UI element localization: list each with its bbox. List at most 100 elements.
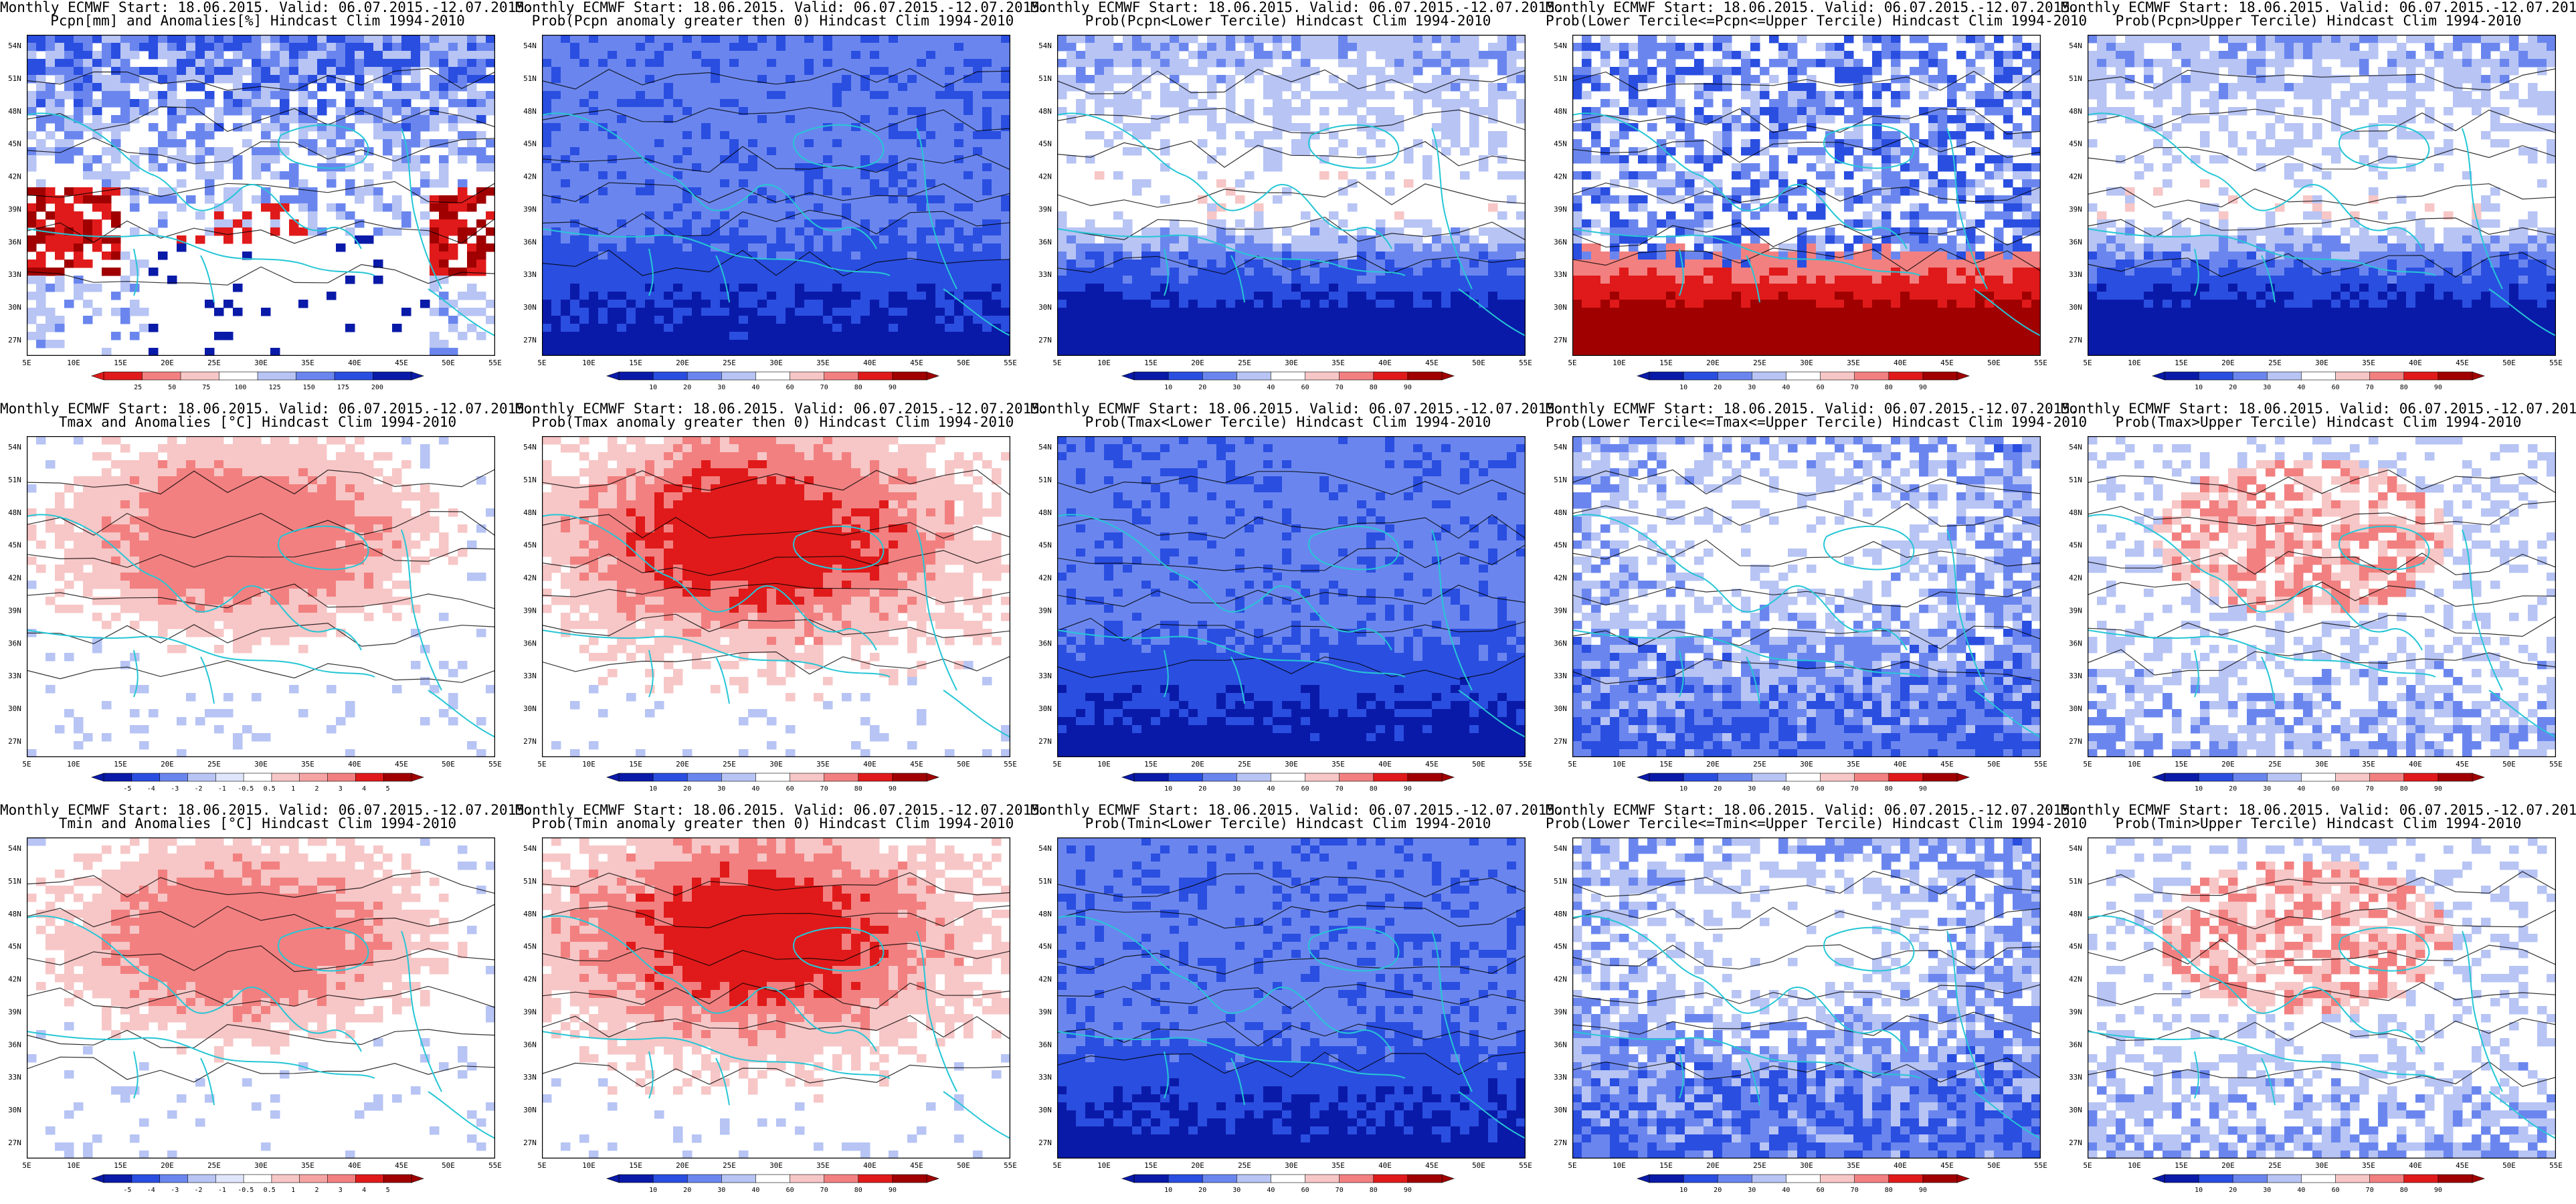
colorbar-tick-label: 10	[2195, 1187, 2203, 1194]
colorbar-swatch	[2335, 1174, 2371, 1183]
colorbar-tick-label: 80	[1885, 1187, 1893, 1194]
lon-tick-label: 15E	[1144, 359, 1158, 367]
colorbar-tick-label: 1	[291, 785, 295, 793]
colorbar-tick-label: 2	[314, 1187, 318, 1194]
lat-tick-label: 33N	[523, 270, 537, 279]
colorbar-swatch	[1717, 773, 1753, 782]
lat-tick-label: 42N	[1554, 173, 1567, 181]
colorbar-tick-label: 10	[649, 1187, 657, 1194]
lon-tick-label: 25E	[207, 1161, 221, 1170]
colorbar-tick-label: -5	[123, 1187, 131, 1194]
colorbar-swatch	[721, 773, 757, 782]
lat-tick-label: 42N	[523, 173, 537, 181]
colorbar-tick-label: 60	[1301, 785, 1309, 793]
colorbar-tick-label: 3	[339, 785, 343, 793]
lon-tick-label: 50E	[1472, 1161, 1485, 1170]
colorbar-swatch	[355, 1174, 385, 1183]
lon-tick-label: 20E	[161, 359, 174, 367]
lat-tick-label: 48N	[1038, 910, 1052, 918]
colorbar-tick-label: 90	[2434, 384, 2442, 391]
lon-tick-label: 5E	[2083, 1161, 2092, 1170]
lat-tick-label: 48N	[2069, 107, 2082, 116]
colorbar-tick-label: 200	[371, 384, 383, 391]
colorbar-swatch	[131, 1174, 161, 1183]
lon-tick-label: 30E	[1285, 760, 1298, 769]
lat-tick-label: 54N	[1038, 41, 1052, 50]
panel-title-line1: Monthly ECMWF Start: 18.06.2015. Valid: …	[0, 401, 533, 416]
lon-tick-label: 45E	[395, 359, 408, 367]
colorbar-swatch	[2301, 773, 2336, 782]
lat-tick-label: 36N	[523, 639, 537, 647]
colorbar-swatch	[2198, 371, 2234, 381]
colorbar-swatch	[1305, 371, 1340, 381]
lon-tick-label: 40E	[348, 1161, 361, 1170]
lat-tick-label: 51N	[523, 74, 537, 83]
colorbar-swatch	[271, 1174, 300, 1183]
colorbar-swatch	[721, 1174, 757, 1183]
colorbar-swatch	[858, 371, 893, 381]
colorbar-tick-label: 175	[337, 384, 349, 391]
colorbar-tick-label: 30	[717, 785, 725, 793]
lon-tick-label: 45E	[1425, 359, 1439, 367]
colorbar-tick-label: 80	[1885, 384, 1893, 391]
lat-tick-label: 51N	[1554, 74, 1567, 83]
colorbar-tick-label: 150	[303, 384, 315, 391]
colorbar-tick-label: 2	[314, 785, 318, 793]
map-panel-tmin-mid: Monthly ECMWF Start: 18.06.2015. Valid: …	[1546, 803, 2087, 1204]
lat-tick-label: 30N	[523, 303, 537, 312]
colorbar-swatch	[1407, 773, 1443, 782]
colorbar-swatch	[1922, 1174, 1958, 1183]
colorbar-swatch	[1888, 371, 1924, 381]
lat-tick-label: 33N	[1038, 672, 1052, 680]
colorbar-tick-label: -4	[147, 785, 155, 793]
colorbar-swatch	[2369, 773, 2405, 782]
colorbar-swatch	[686, 1174, 723, 1183]
lat-tick-label: 30N	[1038, 1106, 1052, 1114]
colorbar-swatch	[1717, 371, 1753, 381]
colorbar-tick-label: 30	[1748, 384, 1756, 391]
lon-tick-label: 20E	[676, 359, 689, 367]
colorbar-tick-label: 70	[1336, 1187, 1344, 1194]
lat-tick-label: 51N	[1038, 877, 1052, 886]
colorbar-swatch	[755, 773, 791, 782]
lat-tick-label: 45N	[1038, 942, 1052, 951]
lat-tick-label: 30N	[8, 1106, 21, 1114]
colorbar-tick-label: 20	[2229, 384, 2237, 391]
colorbar-swatch	[1236, 371, 1272, 381]
panel-title-line1: Monthly ECMWF Start: 18.06.2015. Valid: …	[515, 0, 1048, 15]
panel-title-line2: Prob(Lower Tercile<=Pcpn<=Upper Tercile)…	[1546, 13, 2087, 28]
panel-title-line2: Prob(Tmin<Lower Tercile) Hindcast Clim 1…	[1030, 816, 1546, 831]
lon-tick-label: 40E	[1378, 359, 1392, 367]
colorbar-tick-label: 20	[1714, 1187, 1722, 1194]
lat-tick-label: 39N	[1554, 205, 1567, 213]
lat-tick-label: 45N	[1038, 541, 1052, 550]
colorbar-swatch	[1373, 1174, 1408, 1183]
colorbar-swatch	[824, 371, 859, 381]
lon-tick-label: 45E	[1940, 1161, 1954, 1170]
lon-tick-label: 55E	[488, 359, 502, 367]
lat-tick-label: 36N	[8, 237, 21, 246]
map-field	[2088, 436, 2556, 757]
lon-tick-label: 10E	[2128, 1161, 2141, 1170]
colorbar-tick-label: 90	[1919, 1187, 1927, 1194]
lon-tick-label: 35E	[1847, 1161, 1860, 1170]
colorbar-swatch	[892, 773, 927, 782]
colorbar-swatch	[652, 371, 688, 381]
colorbar-swatch	[271, 773, 300, 782]
lon-tick-label: 30E	[254, 760, 268, 769]
map-panel-tmin-anom: Monthly ECMWF Start: 18.06.2015. Valid: …	[0, 803, 533, 1204]
colorbar-tick-label: 20	[2229, 785, 2237, 793]
colorbar-tick-label: 5	[386, 785, 390, 793]
colorbar-swatch	[1133, 1174, 1169, 1183]
lat-tick-label: 51N	[8, 476, 21, 484]
lat-tick-label: 33N	[2069, 270, 2082, 279]
lat-tick-label: 42N	[1554, 574, 1567, 583]
colorbar-swatch	[215, 1174, 244, 1183]
colorbar-tick-label: 25	[134, 384, 142, 391]
colorbar-tick-label: 80	[2400, 384, 2408, 391]
colorbar-swatch	[892, 371, 927, 381]
colorbar-swatch	[2335, 371, 2371, 381]
map-field	[542, 837, 1010, 1159]
lon-tick-label: 10E	[67, 359, 80, 367]
lat-tick-label: 27N	[1038, 737, 1052, 746]
